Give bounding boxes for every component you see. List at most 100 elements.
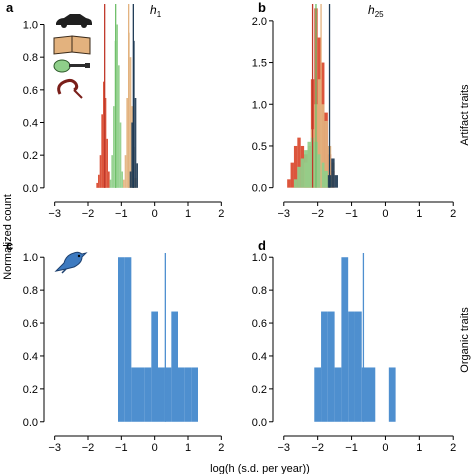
x-tick-label: 0 (382, 442, 388, 454)
bar (184, 367, 192, 422)
panel-b: b h25 −3 −2 −1 0 1 2 0.0 0.5 1.0 1.5 2.0 (252, 0, 457, 220)
bar (321, 311, 328, 422)
y-tick-label: 0.8 (252, 285, 267, 297)
bar (324, 120, 328, 188)
y-tick-label: 0.0 (23, 417, 38, 429)
bar (158, 367, 165, 422)
x-tick-label: 2 (450, 208, 456, 220)
bar (116, 24, 118, 188)
x-tick-label: 2 (450, 442, 456, 454)
horn-icon (57, 78, 83, 99)
x-tick-label: −1 (345, 208, 358, 220)
x-tick-label: −1 (115, 208, 128, 220)
panel-letter-d: d (258, 238, 266, 253)
book-icon (53, 35, 91, 55)
y-tick-label: 1.5 (252, 58, 267, 70)
bar (118, 65, 120, 188)
x-tick-label: −2 (311, 442, 324, 454)
y-tick-label: 0.0 (252, 183, 267, 195)
panel-letter-a: a (6, 0, 14, 15)
x-tick-label: −1 (115, 442, 128, 454)
bar (171, 311, 178, 422)
bar (136, 163, 138, 188)
x-tick-label: 1 (185, 208, 191, 220)
bar (290, 162, 294, 188)
bar (144, 367, 152, 422)
bar (134, 98, 137, 188)
bar (368, 367, 376, 422)
bar (124, 257, 132, 422)
bar (341, 257, 349, 422)
y-tick-label: 0.2 (252, 384, 267, 396)
bar (118, 257, 125, 422)
bar (297, 137, 301, 188)
bar (317, 79, 322, 188)
y-tick-label: 1.0 (252, 252, 267, 264)
panel-title-b: h25 (368, 3, 384, 19)
x-tick-label: 0 (152, 208, 158, 220)
panel-a: a h1 −3 −2 −1 0 1 2 0.0 0.2 0.4 0.6 0.8 1.0 (6, 0, 224, 220)
bar (104, 98, 107, 188)
y-tick-label: 0.0 (23, 183, 38, 195)
bar (191, 367, 198, 422)
x-tick-label: 2 (218, 442, 224, 454)
bar (126, 98, 128, 188)
guitar-icon (53, 59, 90, 73)
y-tick-label: 0.8 (23, 52, 38, 64)
bird-icon (54, 251, 88, 274)
y-tick-label: 0.0 (252, 417, 267, 429)
y-tick-label: 0.6 (23, 85, 38, 97)
y-tick-label: 0.2 (23, 384, 38, 396)
bar (178, 367, 185, 422)
y-tick-label: 0.4 (23, 118, 38, 130)
y-tick-label: 0.5 (252, 141, 267, 153)
x-tick-label: 1 (416, 442, 422, 454)
bar (113, 106, 115, 188)
bar (321, 162, 325, 188)
bar (96, 182, 98, 188)
bar (331, 158, 335, 188)
bar (361, 367, 369, 422)
y-tick-label: 1.0 (252, 99, 267, 111)
x-tick-label: 1 (185, 442, 191, 454)
series-guitar-a (109, 24, 123, 188)
bar (334, 367, 342, 422)
bar (124, 155, 127, 188)
bar (354, 311, 362, 422)
y-tick-label: 2.0 (252, 16, 267, 28)
series-horn-a (96, 81, 110, 188)
bar (121, 171, 123, 188)
car-icon (56, 14, 92, 28)
x-tick-label: 0 (382, 208, 388, 220)
bar (129, 57, 132, 188)
panel-c: c −3 −2 −1 0 1 2 0.0 0.2 0.4 0.6 0.8 1.0 (6, 238, 224, 454)
x-tick-label: −2 (82, 208, 95, 220)
panel-letter-b: b (258, 0, 266, 15)
bar (287, 179, 291, 188)
bar (317, 154, 322, 188)
bar (327, 311, 335, 422)
y-tick-label: 0.6 (23, 318, 38, 330)
bar (111, 155, 113, 188)
x-tick-label: 2 (218, 208, 224, 220)
bar (123, 179, 125, 188)
panel-letter-c: c (6, 238, 13, 253)
series-organic-c (118, 257, 198, 422)
bar (297, 166, 301, 188)
y-tick-label: 0.4 (23, 351, 38, 363)
bar (293, 145, 298, 188)
x-tick-label: −2 (311, 208, 324, 220)
bar (131, 122, 133, 188)
x-tick-label: −3 (48, 442, 61, 454)
x-tick-label: −1 (345, 442, 358, 454)
bar (314, 367, 322, 422)
y-tick-label: 1.0 (23, 252, 38, 264)
bar (109, 179, 112, 188)
x-tick-label: −2 (82, 442, 95, 454)
bar (304, 150, 308, 188)
bar (119, 122, 122, 188)
y-tick-label: 0.8 (23, 285, 38, 297)
series-organic-d (314, 257, 396, 422)
x-tick-label: −3 (278, 442, 291, 454)
bar (321, 104, 325, 188)
